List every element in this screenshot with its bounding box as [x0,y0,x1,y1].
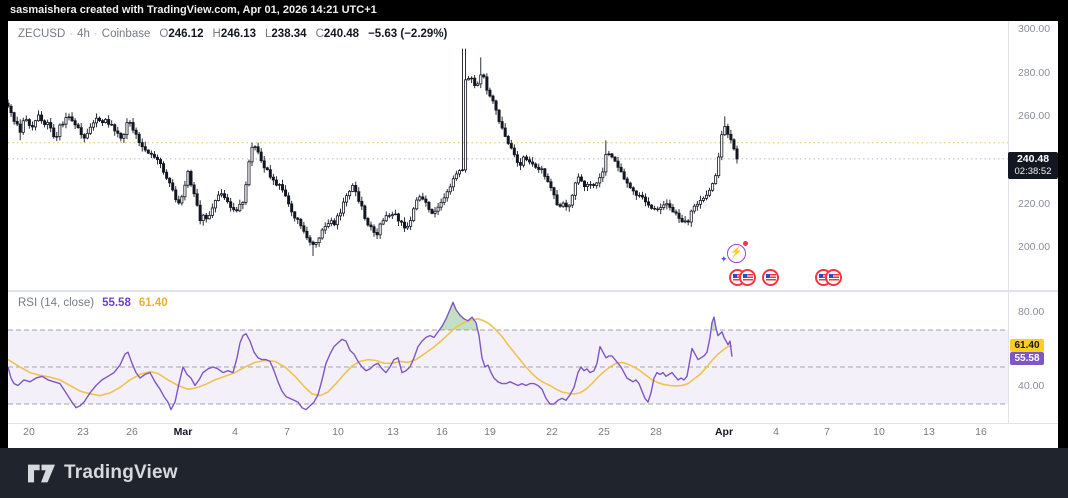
rsi-ma-badge: 61.40 [1010,339,1044,352]
time-axis-label: 26 [126,426,138,438]
high-value: 246.13 [220,28,256,40]
flag-stripes [828,274,839,281]
time-axis-label: 10 [873,426,885,438]
symbol-legend: ZECUSD · 4h · Coinbase O246.12 H246.13 L238.34 C… [18,28,447,43]
time-axis-label: 25 [598,426,610,438]
flag-canton [818,274,823,278]
change-value: −5.63 (−2.29%) [368,28,448,40]
separator: · [93,28,98,40]
price-axis-label: 200.00 [1018,241,1051,254]
crypto-event-icon[interactable]: ⚡ ✦ [720,241,748,264]
rsi-line-badge: 55.58 [1010,352,1044,365]
symbol-title[interactable]: ZECUSD [18,28,66,40]
time-axis-label: 16 [975,426,987,438]
rsi-axis-label: 40.00 [1018,379,1045,392]
footer-bar: TradingView [0,448,1068,498]
close-label: C [315,28,324,40]
right-margin [1058,0,1068,448]
time-axis-label: 20 [23,426,35,438]
notification-dot [743,241,748,246]
separator: · [69,28,74,40]
time-axis-label: 4 [773,426,779,438]
attribution-bar: sasmaishera created with TradingView.com… [0,0,1068,21]
interval-label[interactable]: 4h [77,28,90,40]
rsi-axis-label: 80.00 [1018,305,1045,318]
chart-canvas[interactable] [8,21,1058,449]
price-axis-label: 300.00 [1018,23,1051,35]
flag-canton [828,274,833,278]
last-price-value: 240.48 [1016,153,1050,165]
candles-series [8,48,739,257]
low-label: L [265,28,272,40]
tradingview-logo[interactable]: TradingView [28,462,178,484]
low-value: 238.34 [271,28,307,40]
time-axis-label: 13 [387,426,399,438]
flag-canton [742,274,747,278]
us-economic-event-icon[interactable] [739,269,756,286]
rsi-title[interactable]: RSI (14, close) [18,297,95,309]
open-value: 246.12 [168,28,204,40]
time-axis-label: 13 [923,426,935,438]
sparkle-icon: ✦ [720,254,728,264]
time-axis-label: Apr [714,426,734,438]
rsi-value: 55.58 [102,297,131,309]
time-axis-label: 28 [650,426,662,438]
left-margin [0,0,8,448]
chart-surface[interactable]: ZECUSD · 4h · Coinbase O246.12 H246.13 L238.34 C… [8,21,1058,448]
us-economic-event-icon[interactable] [762,269,779,286]
time-axis-label: 16 [436,426,448,438]
attribution-text: sasmaishera created with TradingView.com… [10,4,377,16]
rsi-legend: RSI (14, close) 55.58 61.40 [18,297,168,311]
time-axis-label: Mar [173,426,193,438]
open-label: O [159,28,169,40]
flag-canton [732,274,737,278]
high-label: H [212,28,221,40]
flag-stripes [818,274,829,281]
flag-canton [765,274,770,278]
brand-name: TradingView [64,462,178,483]
exchange-label[interactable]: Coinbase [101,28,151,40]
flag-stripes [732,274,743,281]
time-axis-label: 22 [546,426,558,438]
time-axis-label: 10 [332,426,344,438]
flag-stripes [742,274,753,281]
time-axis-label: 7 [824,426,830,438]
time-axis-label: 4 [232,426,238,438]
us-economic-event-icon[interactable] [825,269,842,286]
tradingview-logo-icon [28,464,55,482]
rsi-line [8,301,733,411]
time-axis-label: 7 [284,426,290,438]
rsi-ma-line [8,318,733,397]
last-price-badge: 240.48 02:38:52 [1008,152,1058,179]
close-value: 240.48 [323,28,360,40]
price-axis-label: 220.00 [1018,197,1051,210]
price-axis-label: 260.00 [1018,110,1051,123]
price-axis-label: 280.00 [1018,66,1051,79]
time-axis-label: 23 [77,426,89,438]
rsi-overbought-fill [439,302,478,330]
flag-stripes [765,274,776,281]
time-axis-label: 19 [484,426,496,438]
bar-countdown: 02:38:52 [1014,166,1052,177]
rsi-ma-value: 61.40 [138,297,168,309]
